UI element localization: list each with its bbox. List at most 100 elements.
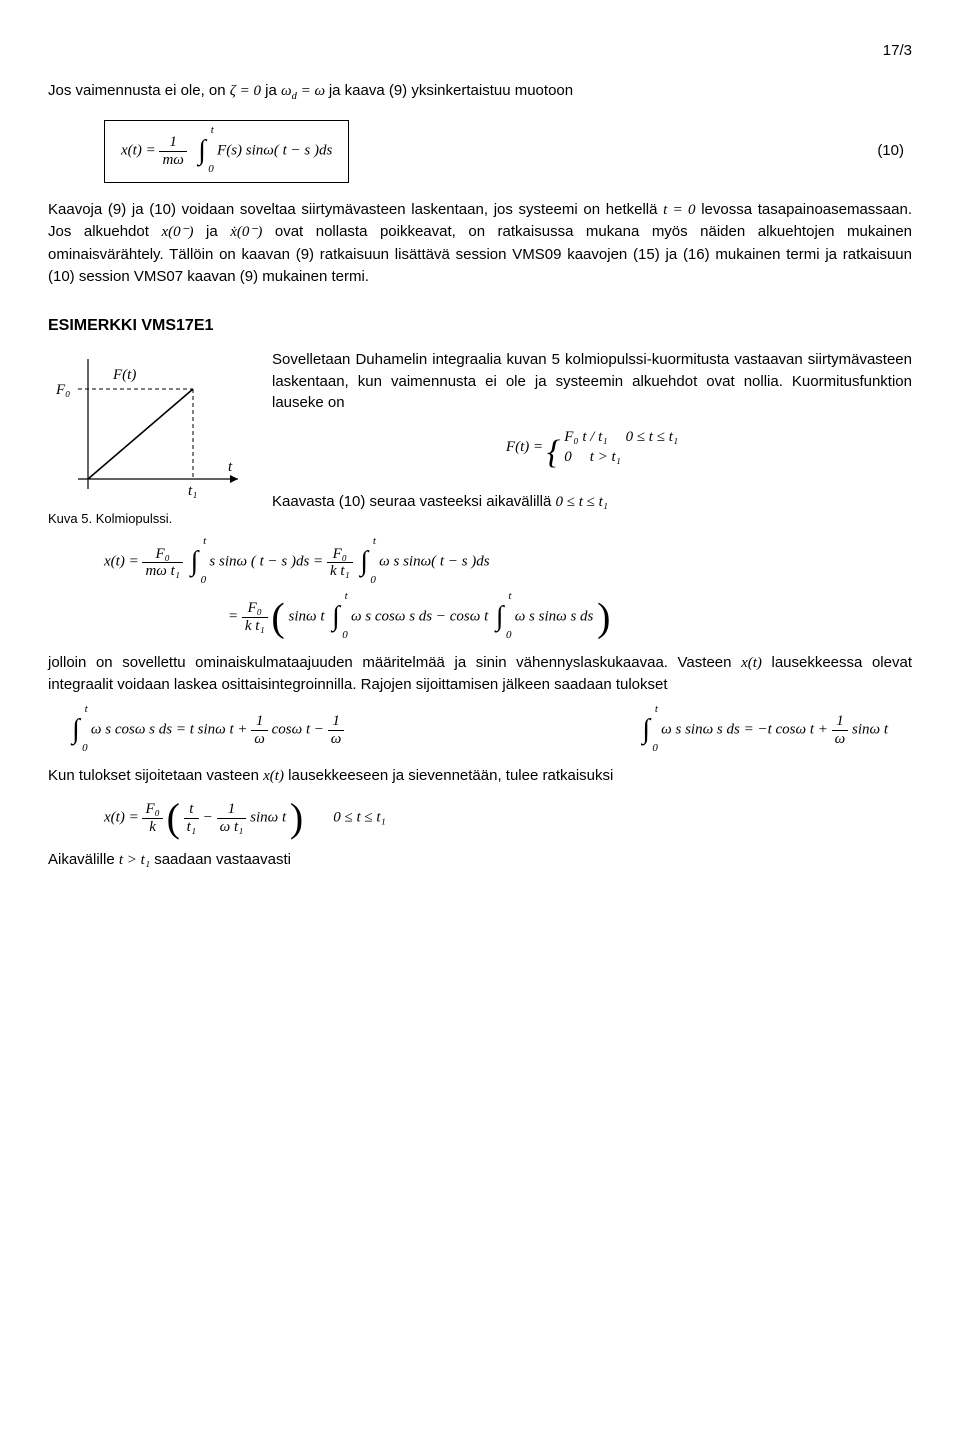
intres2-int: ∫t0 [642,710,650,751]
eq10-frac-num: 1 [159,134,186,152]
der1-int1: ∫t0 [191,542,199,583]
cases-body: F₀ t / t₁ 0 ≤ t ≤ t₁ 0 t > t₁ [564,428,678,467]
intres1-f2: 1ω [328,713,345,747]
example-para-2: Kaavasta (10) seuraa vasteeksi aikavälil… [272,491,912,514]
equation-10-box: x(t) = 1 mω ∫ t 0 F(s) sinω( t − s )ds [104,120,349,183]
final-p2: 1 ω t₁ [217,801,247,835]
example-block: F(t) F₀ t t₁ Kuva 5. Kolmiopulssi. Sovel… [48,349,912,529]
der2-int1: ∫t0 [332,597,340,638]
final-rparen-icon: ) [290,795,303,840]
integral-result-1: ∫t0 ω s cosω s ds = t sinω t + 1ω cosω t… [72,710,344,751]
final-fd: k [142,819,162,836]
paragraph-2: Kaavoja (9) ja (10) voidaan soveltaa sii… [48,199,912,288]
paragraph-3: jolloin on sovellettu ominaiskulmataajuu… [48,652,912,697]
der1-end: ω s sinω( t − s )ds [379,554,489,570]
intres2-f1: 1ω [832,713,849,747]
p4-a: Kun tulokset sijoitetaan vasteen [48,767,263,784]
example-para-1: Sovelletaan Duhamelin integraalia kuvan … [272,349,912,414]
fig-label-t1: t₁ [188,483,197,499]
p1-text-b: ja [265,82,281,99]
final-end: sinω t [250,810,286,826]
p1-omega: ω [281,83,292,99]
fig-label-F0: F₀ [55,382,70,398]
brace-icon: { [547,428,561,477]
intres1-a: ω s cosω s ds = t sinω t + [91,722,251,738]
p2-math-2: x(0⁻) [161,224,193,240]
der2-int2: ∫t0 [496,597,504,638]
p2-text-a: Kaavoja (9) ja (10) voidaan soveltaa sii… [48,201,663,218]
derivation-line-2: = F₀ k t₁ ( sinω t ∫t0 ω s cosω s ds − c… [228,597,912,638]
eq10-integral: ∫ t 0 [198,131,206,172]
eq10-ub: t [211,123,214,139]
eq10-frac: 1 mω [159,134,186,168]
p2-math-3: ẋ(0⁻) [230,224,262,240]
final-fn: F₀ [142,801,162,819]
der2-fd: k t₁ [242,618,268,635]
final-p1: t t₁ [184,801,199,835]
final-cond: 0 ≤ t ≤ t₁ [333,810,386,826]
p2-text-c: ja [206,223,230,240]
p4-math: x(t) [263,768,284,784]
p3-math: x(t) [741,655,762,671]
der1-int2: ∫t0 [360,542,368,583]
p5-b: saadaan vastaavasti [154,851,291,868]
cases-r1b: 0 ≤ t ≤ t₁ [626,428,679,448]
intres2-f1n: 1 [832,713,849,731]
p1-math-2: ωd = ω [281,83,329,99]
figure-column: F(t) F₀ t t₁ Kuva 5. Kolmiopulssi. [48,349,248,529]
example-heading: ESIMERKKI VMS17E1 [48,314,912,337]
paragraph-4: Kun tulokset sijoitetaan vasteen x(t) la… [48,765,912,788]
intres1-f2d: ω [328,731,345,748]
final-p2d: ω t₁ [217,819,247,836]
intres2-end: sinω t [852,722,888,738]
p5-a: Aikavälille [48,851,119,868]
final-lparen-icon: ( [167,795,180,840]
equation-10-row: x(t) = 1 mω ∫ t 0 F(s) sinω( t − s )ds (… [48,120,912,183]
paragraph-1: Jos vaimennusta ei ole, on ζ = 0 ja ωd =… [48,80,912,104]
der1-f2d: k t₁ [327,563,353,580]
lparen-icon: ( [271,594,284,639]
der2-fn: F₀ [242,600,268,618]
final-p2n: 1 [217,801,247,819]
cases-r2b: t > t₁ [590,448,621,468]
final-frac: F₀ k [142,801,162,835]
final-lhs: x(t) = [104,810,142,826]
p5-math: t > t₁ [119,852,150,868]
final-result: x(t) = F₀ k ( t t₁ − 1 ω t₁ sinω t ) 0 ≤… [104,801,912,835]
ex-p2-math: 0 ≤ t ≤ t₁ [555,494,608,510]
intres2-a: ω s sinω s ds = −t cosω t + [661,722,832,738]
intres1-mid: cosω t − [272,722,328,738]
triangle-pulse-figure: F(t) F₀ t t₁ [48,349,248,499]
page-number: 17/3 [48,40,912,62]
fig-label-t: t [228,459,233,475]
intres2-f1d: ω [832,731,849,748]
p1-text-c: ja kaava (9) yksinkertaistuu muotoon [329,82,573,99]
intres1-f2n: 1 [328,713,345,731]
intres1-f1: 1ω [251,713,268,747]
final-p1d: t₁ [184,819,199,836]
eq10-lhs: x(t) = [121,143,159,159]
eq10-frac-den: mω [159,152,186,169]
der2-frac: F₀ k t₁ [242,600,268,634]
eq10-label: (10) [877,140,912,162]
intres1-f1d: ω [251,731,268,748]
der1-mid: s sinω ( t − s )ds = [209,554,327,570]
cases-r1a: F₀ t / t₁ [564,428,607,448]
p1-math-1: ζ = 0 [230,83,261,99]
der1-frac1: F₀ mω t₁ [142,546,183,580]
derivation-line-1: x(t) = F₀ mω t₁ ∫t0 s sinω ( t − s )ds =… [104,542,912,583]
der1-frac2: F₀ k t₁ [327,546,353,580]
integral-result-2: ∫t0 ω s sinω s ds = −t cosω t + 1ω sinω … [642,710,888,751]
ex-p2-text: Kaavasta (10) seuraa vasteeksi aikavälil… [272,493,555,510]
p2-math-1: t = 0 [663,202,695,218]
der2-p1: sinω t [289,609,325,625]
cases-lhs: F(t) = [506,439,547,455]
paragraph-5: Aikavälille t > t₁ saadaan vastaavasti [48,849,912,872]
der1-f2n: F₀ [327,546,353,564]
der2-p2: ω s cosω s ds − cosω t [351,609,488,625]
eq10-rhs: F(s) sinω( t − s )ds [217,143,332,159]
integral-results-row: ∫t0 ω s cosω s ds = t sinω t + 1ω cosω t… [72,710,888,751]
figure-caption: Kuva 5. Kolmiopulssi. [48,510,248,529]
cases-r2a: 0 [564,448,572,468]
final-p1n: t [184,801,199,819]
